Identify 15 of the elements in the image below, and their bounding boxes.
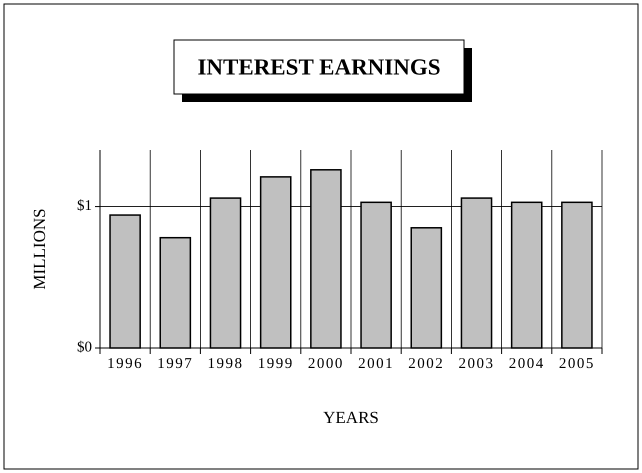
chart-title: INTEREST EARNINGS (197, 54, 441, 80)
x-tick-label: 2002 (408, 356, 444, 372)
x-tick-label: 1998 (208, 356, 244, 372)
y-tick-label: $0 (77, 339, 92, 356)
x-tick-label: 2004 (508, 356, 545, 372)
y-tick-label: $1 (77, 198, 92, 214)
x-axis-title: YEARS (323, 408, 379, 427)
x-tick-label: 2001 (358, 356, 394, 372)
x-tick-label: 1997 (157, 356, 194, 372)
x-tick-label: 1999 (258, 356, 294, 372)
x-tick-label: 2003 (458, 356, 494, 372)
x-tick-label: 1996 (107, 356, 144, 372)
x-tick-label: 2005 (558, 356, 595, 372)
y-axis-title: MILLIONS (30, 208, 49, 290)
x-tick-label: 2000 (308, 356, 344, 372)
